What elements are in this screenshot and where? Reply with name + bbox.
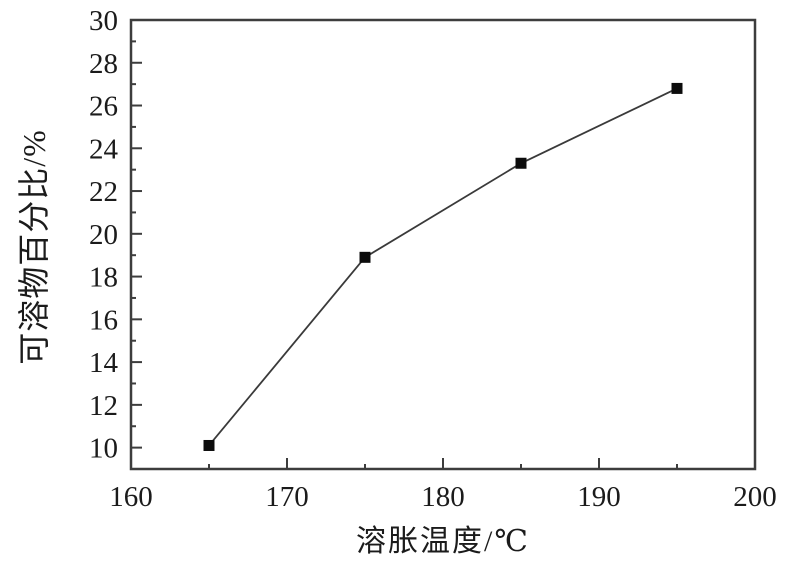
y-tick-label: 26 [89,91,118,123]
data-point-marker [515,157,527,169]
x-tick-label: 180 [421,481,465,513]
data-point-marker [203,439,215,451]
y-tick-label: 16 [89,304,118,336]
x-axis-title: 溶胀温度/℃ [356,525,530,558]
y-tick-label: 28 [89,48,118,80]
x-tick-label: 160 [109,481,153,513]
y-axis-title: 可溶物百分比/% [16,129,52,365]
x-tick-label: 170 [265,481,309,513]
y-tick-label: 18 [89,262,118,294]
data-line [208,87,678,447]
y-tick-label: 24 [89,133,119,165]
data-point-marker [671,82,683,94]
y-tick-label: 22 [89,176,118,208]
y-tick-label: 12 [89,390,118,422]
y-tick-label: 20 [89,219,118,251]
y-tick-label: 30 [89,5,118,37]
plot-frame [129,18,757,471]
x-tick-label: 190 [577,481,621,513]
y-tick-label: 14 [89,347,119,379]
data-point-marker [359,251,371,263]
y-tick-label: 10 [89,433,118,465]
x-tick-label: 200 [733,481,777,513]
